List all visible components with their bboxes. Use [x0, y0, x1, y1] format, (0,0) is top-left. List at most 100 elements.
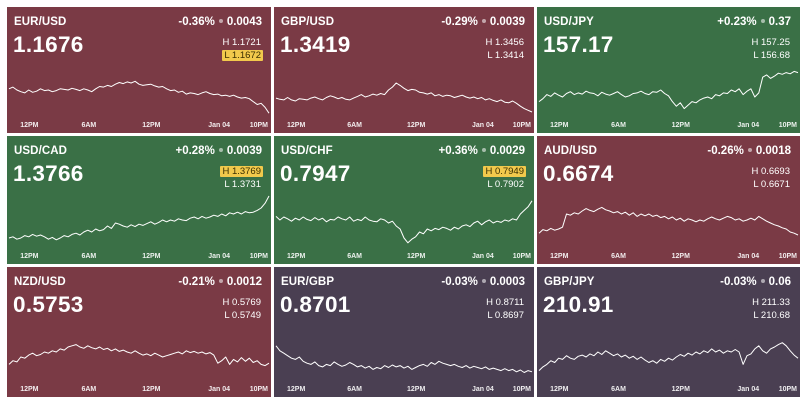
current-price: 0.6674	[543, 161, 614, 186]
time-axis: 12PM 6AM 12PM Jan 04 10PM	[7, 386, 271, 395]
time-axis-label: 10PM	[249, 122, 268, 129]
price-sparkline	[538, 342, 799, 371]
time-axis: 12PM 6AM 12PM Jan 04 10PM	[537, 253, 800, 262]
ticker-tile-gbp-jpy[interactable]: GBP/JPY -0.03% 0.06 210.91 H 211.33 L 210.68 1…	[537, 267, 800, 397]
day-low: L 0.6671	[753, 179, 790, 190]
day-high: H 0.7949	[483, 166, 526, 177]
time-axis-label: 12PM	[407, 253, 426, 260]
separator-dot-icon	[481, 278, 486, 283]
time-axis-label: 12PM	[550, 253, 569, 260]
day-low: L 156.68	[753, 50, 790, 61]
time-axis-label: Jan 04	[472, 253, 494, 260]
time-axis-label: Jan 04	[737, 253, 760, 260]
time-axis-label: 10PM	[778, 122, 797, 129]
separator-dot-icon	[760, 18, 765, 23]
change-summary: -0.21% 0.0012	[178, 276, 262, 288]
time-axis-label: 6AM	[611, 253, 626, 260]
day-high: H 157.25	[751, 37, 790, 48]
pair-name: EUR/GBP	[281, 276, 335, 288]
time-axis-label: 10PM	[512, 253, 531, 260]
time-axis-label: Jan 04	[737, 122, 760, 129]
price-sparkline	[8, 80, 270, 114]
time-axis-label: 6AM	[347, 122, 362, 129]
current-price: 1.3766	[13, 161, 84, 186]
price-line	[8, 344, 270, 367]
day-high: H 1.1721	[222, 37, 261, 48]
time-axis-label: 10PM	[249, 253, 268, 260]
change-percent: -0.03%	[720, 276, 757, 288]
time-axis: 12PM 6AM 12PM Jan 04 10PM	[274, 253, 534, 262]
current-price: 1.1676	[13, 32, 84, 57]
time-axis-label: Jan 04	[472, 386, 494, 393]
price-sparkline	[275, 200, 533, 244]
time-axis-label: 12PM	[671, 386, 690, 393]
ticker-tile-usd-chf[interactable]: USD/CHF +0.36% 0.0029 0.7947 H 0.7949 L 0.790…	[274, 136, 534, 264]
change-absolute: 0.0012	[226, 276, 262, 288]
time-axis-label: 10PM	[512, 386, 531, 393]
time-axis-label: Jan 04	[208, 253, 230, 260]
time-axis-label: Jan 04	[208, 122, 230, 129]
pair-name: USD/CAD	[14, 145, 68, 157]
ticker-tile-usd-jpy[interactable]: USD/JPY +0.23% 0.37 157.17 H 157.25 L 156.68 1…	[537, 7, 800, 133]
time-axis: 12PM 6AM 12PM Jan 04 10PM	[537, 386, 800, 395]
time-axis-label: 10PM	[778, 253, 797, 260]
time-axis-label: 12PM	[671, 122, 690, 129]
current-price: 0.7947	[280, 161, 351, 186]
time-axis-label: 12PM	[407, 386, 426, 393]
day-high: H 0.5769	[222, 297, 261, 308]
price-line	[538, 206, 799, 236]
time-axis-label: Jan 04	[472, 122, 494, 129]
ticker-tile-eur-usd[interactable]: EUR/USD -0.36% 0.0043 1.1676 H 1.1721 L 1.167…	[7, 7, 271, 133]
current-price: 210.91	[543, 292, 614, 317]
time-axis: 12PM 6AM 12PM Jan 04 10PM	[274, 122, 534, 131]
time-axis: 12PM 6AM 12PM Jan 04 10PM	[537, 122, 800, 131]
change-percent: -0.26%	[707, 145, 744, 157]
pair-name: GBP/USD	[281, 16, 335, 28]
time-axis-label: 12PM	[550, 122, 569, 129]
price-line	[275, 345, 533, 373]
ticker-tile-eur-gbp[interactable]: EUR/GBP -0.03% 0.0003 0.8701 H 0.8711 L 0.869…	[274, 267, 534, 397]
current-price: 1.3419	[280, 32, 351, 57]
change-summary: -0.26% 0.0018	[707, 145, 791, 157]
time-axis-label: 12PM	[20, 122, 39, 129]
time-axis-label: 12PM	[287, 253, 306, 260]
separator-dot-icon	[747, 147, 752, 152]
ticker-tile-gbp-usd[interactable]: GBP/USD -0.29% 0.0039 1.3419 H 1.3456 L 1.341…	[274, 7, 534, 133]
change-percent: +0.23%	[717, 16, 757, 28]
price-line	[538, 342, 799, 371]
pair-name: NZD/USD	[14, 276, 66, 288]
current-price: 0.8701	[280, 292, 351, 317]
price-line	[538, 70, 799, 110]
price-sparkline	[275, 345, 533, 373]
ticker-tile-aud-usd[interactable]: AUD/USD -0.26% 0.0018 0.6674 H 0.6693 L 0.667…	[537, 136, 800, 264]
change-percent: -0.03%	[441, 276, 478, 288]
day-high: H 1.3769	[220, 166, 263, 177]
time-axis: 12PM 6AM 12PM Jan 04 10PM	[274, 386, 534, 395]
change-absolute: 0.0039	[489, 16, 525, 28]
ticker-tile-usd-cad[interactable]: USD/CAD +0.28% 0.0039 1.3766 H 1.3769 L 1.373…	[7, 136, 271, 264]
separator-dot-icon	[760, 278, 765, 283]
day-low: L 1.1672	[222, 50, 263, 61]
time-axis-label: 12PM	[287, 386, 306, 393]
ticker-tile-nzd-usd[interactable]: NZD/USD -0.21% 0.0012 0.5753 H 0.5769 L 0.574…	[7, 267, 271, 397]
day-low: L 0.8697	[487, 310, 524, 321]
time-axis-label: 12PM	[142, 253, 161, 260]
time-axis-label: 12PM	[142, 386, 161, 393]
time-axis-label: 12PM	[20, 386, 39, 393]
day-high: H 0.6693	[751, 166, 790, 177]
time-axis-label: Jan 04	[737, 386, 760, 393]
pair-name: EUR/USD	[14, 16, 67, 28]
current-price: 157.17	[543, 32, 614, 57]
pair-name: GBP/JPY	[544, 276, 595, 288]
time-axis-label: 6AM	[611, 122, 626, 129]
price-sparkline	[8, 344, 270, 367]
price-sparkline	[538, 70, 799, 110]
separator-dot-icon	[218, 278, 223, 283]
pair-name: USD/CHF	[281, 145, 333, 157]
change-percent: -0.36%	[178, 16, 215, 28]
time-axis-label: 6AM	[81, 122, 97, 129]
change-percent: -0.29%	[441, 16, 478, 28]
day-high: H 0.8711	[486, 297, 524, 308]
price-sparkline	[538, 206, 799, 236]
